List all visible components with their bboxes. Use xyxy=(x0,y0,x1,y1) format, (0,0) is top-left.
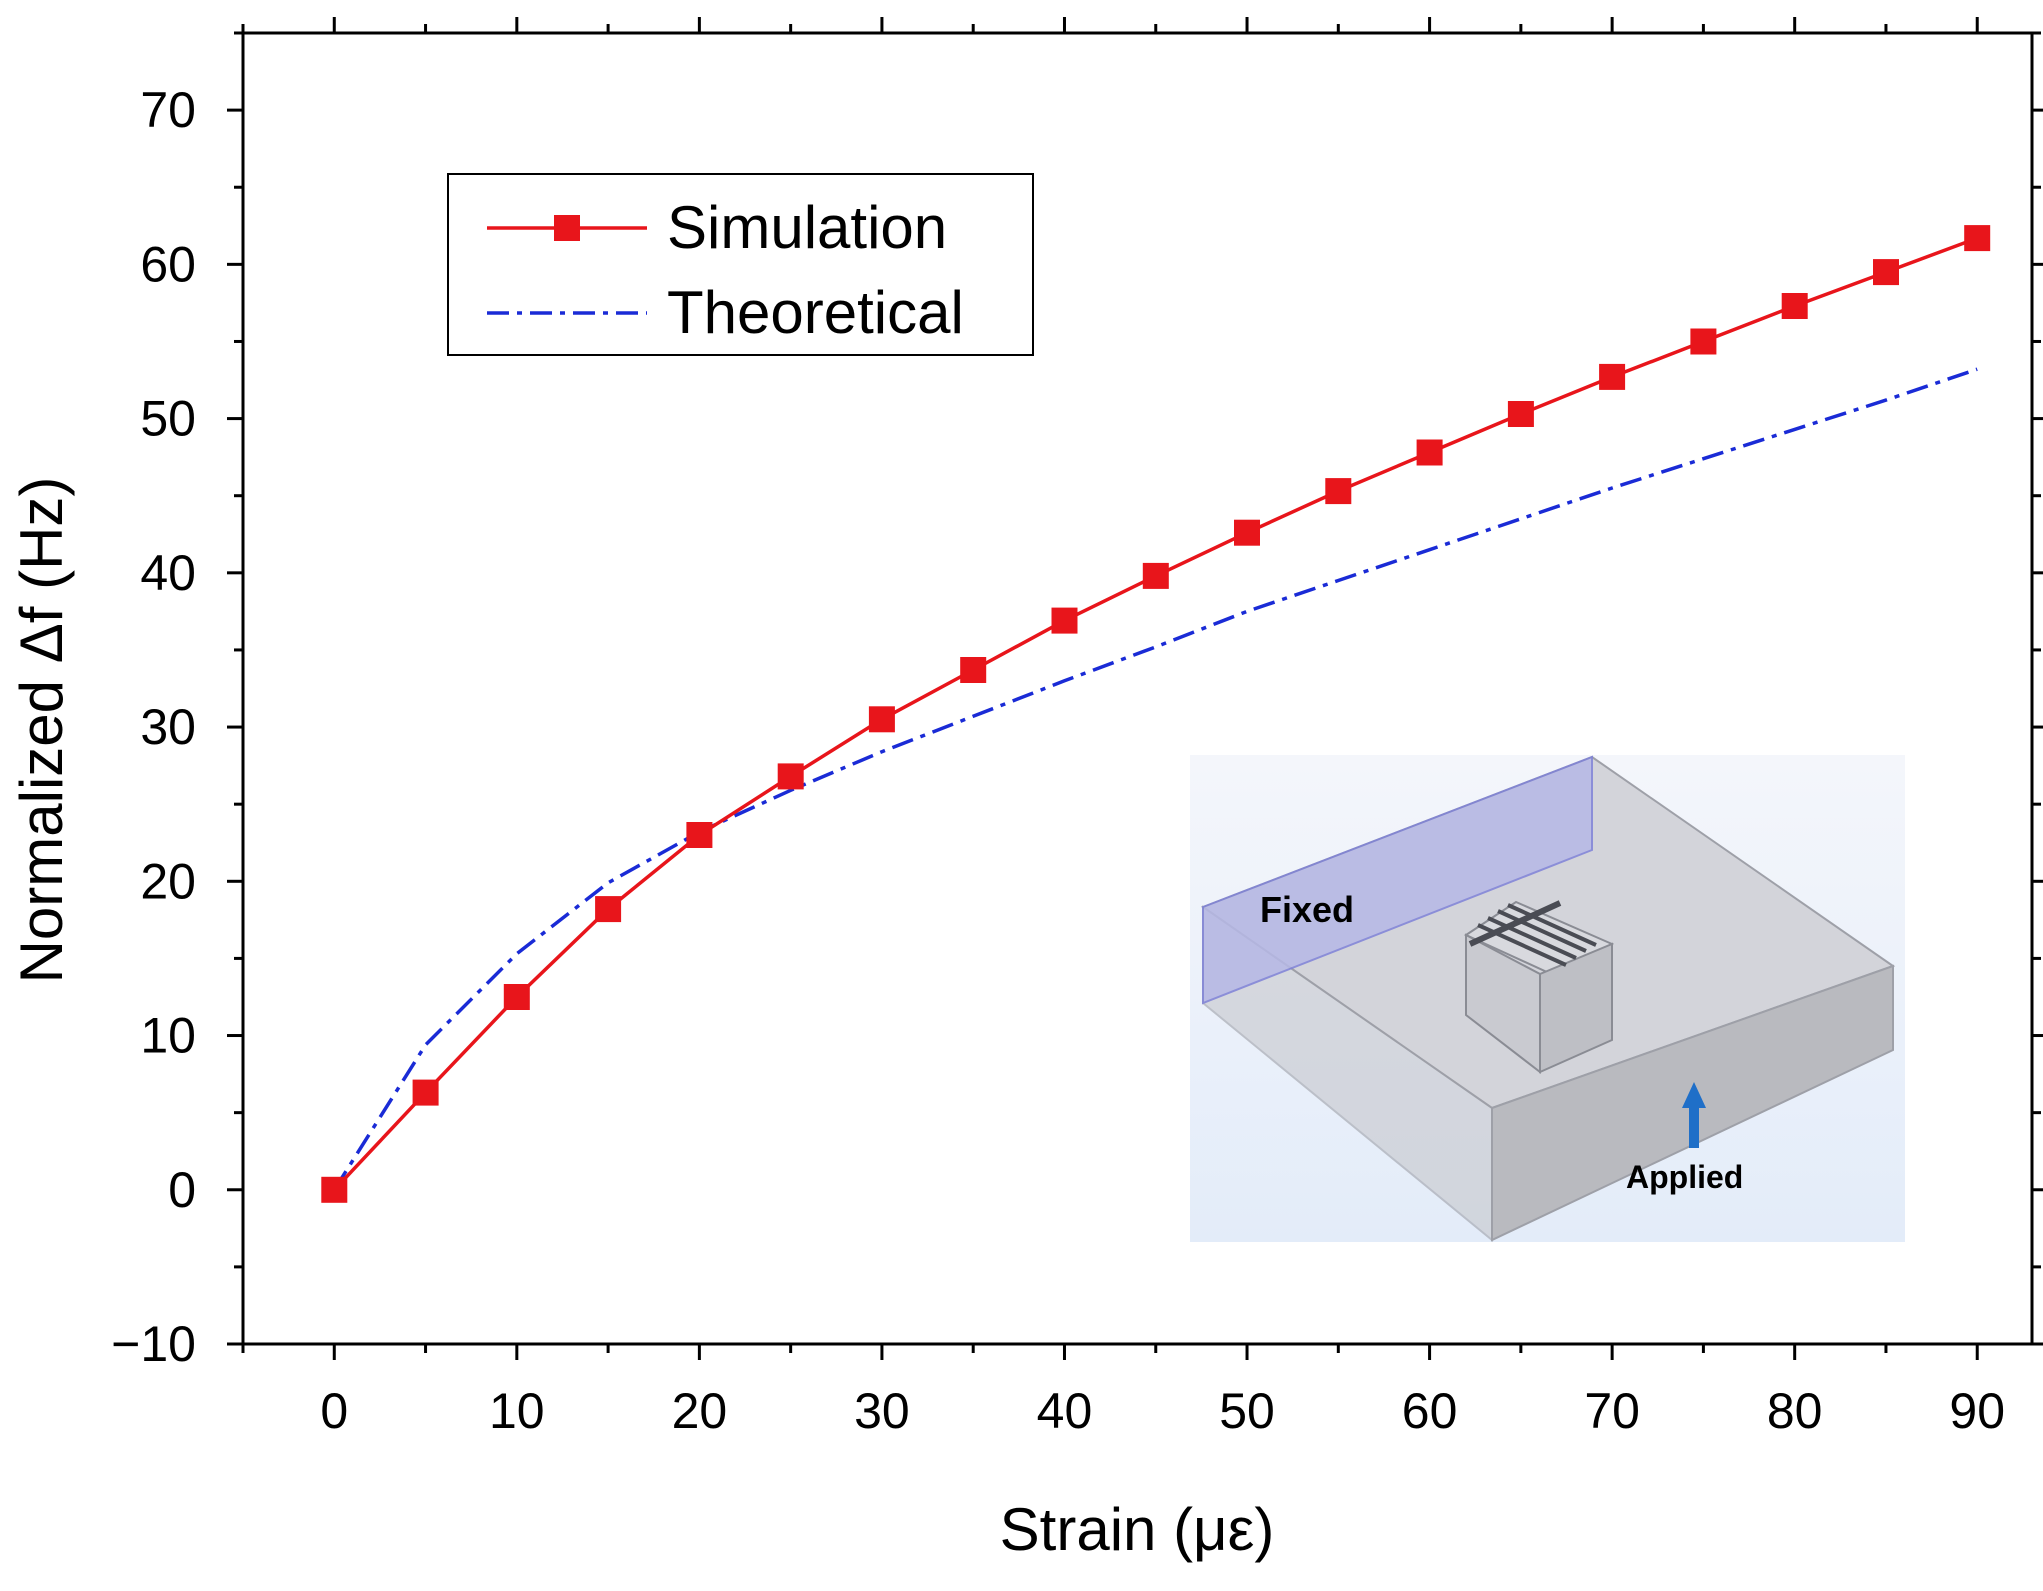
simulation-point xyxy=(1507,401,1534,427)
simulation-point xyxy=(1142,562,1169,589)
x-tick-label: 40 xyxy=(1037,1383,1093,1439)
simulation-point xyxy=(868,706,895,733)
x-axis-title: Strain (με) xyxy=(1000,1496,1275,1563)
simulation-point xyxy=(1599,363,1626,390)
simulation-point xyxy=(1873,259,1899,286)
series-theoretical-line xyxy=(332,367,1978,1191)
x-tick-label: 50 xyxy=(1219,1383,1275,1439)
x-tick-label: 90 xyxy=(1949,1383,2005,1439)
x-tick-labels: 0 10 20 30 40 50 60 70 80 90 xyxy=(320,1383,2005,1439)
inset-model-image: Fixed Applied xyxy=(1190,755,1905,1243)
simulation-point xyxy=(960,657,987,683)
x-tick-label: 10 xyxy=(489,1383,545,1439)
x-tick-label: 0 xyxy=(320,1383,348,1439)
simulation-point xyxy=(412,1079,439,1106)
axis-ticks xyxy=(227,17,2043,1360)
simulation-point xyxy=(503,984,530,1010)
y-tick-label: 70 xyxy=(140,82,196,138)
simulation-point xyxy=(1781,293,1808,319)
y-tick-label: 20 xyxy=(140,853,196,909)
y-tick-label: 30 xyxy=(140,699,196,755)
y-tick-label: 40 xyxy=(140,545,196,601)
y-tick-label: −10 xyxy=(111,1316,196,1372)
simulation-point xyxy=(1964,225,1991,252)
applied-arrow-icon xyxy=(1682,1082,1706,1148)
fixed-label: Fixed xyxy=(1260,889,1354,930)
series-simulation-markers xyxy=(321,225,1991,1203)
simulation-point xyxy=(686,822,713,848)
y-tick-label: 50 xyxy=(140,391,196,447)
simulation-point xyxy=(1051,607,1078,634)
simulation-point xyxy=(1416,439,1443,466)
legend: Simulation Theoretical xyxy=(447,173,1034,356)
y-tick-label: 0 xyxy=(168,1162,196,1218)
sensor-block-side xyxy=(1539,942,1613,1074)
plot-frame xyxy=(241,31,2034,1346)
applied-label: Applied xyxy=(1626,1159,1743,1195)
y-tick-label: 60 xyxy=(140,236,196,292)
y-tick-labels: −10 0 10 20 30 40 50 60 70 xyxy=(111,82,196,1372)
legend-simulation-marker xyxy=(554,215,580,241)
x-tick-label: 80 xyxy=(1767,1383,1823,1439)
x-tick-label: 20 xyxy=(672,1383,728,1439)
fixed-face xyxy=(1202,755,1593,1005)
legend-box xyxy=(447,173,1034,356)
simulation-point xyxy=(321,1176,348,1203)
simulation-point xyxy=(1234,519,1260,546)
sensor-comb xyxy=(1468,900,1597,967)
simulation-point xyxy=(1325,478,1352,505)
legend-theoretical-label: Theoretical xyxy=(667,279,964,346)
simulation-point xyxy=(595,896,622,923)
x-tick-label: 30 xyxy=(854,1383,910,1439)
x-tick-label: 60 xyxy=(1402,1383,1458,1439)
simulation-point xyxy=(1690,328,1717,355)
y-axis-title: Normalized Δf (Hz) xyxy=(8,477,75,984)
x-tick-label: 70 xyxy=(1584,1383,1640,1439)
y-tick-label: 10 xyxy=(140,1008,196,1064)
legend-simulation-label: Simulation xyxy=(667,194,947,261)
simulation-point xyxy=(777,763,804,790)
